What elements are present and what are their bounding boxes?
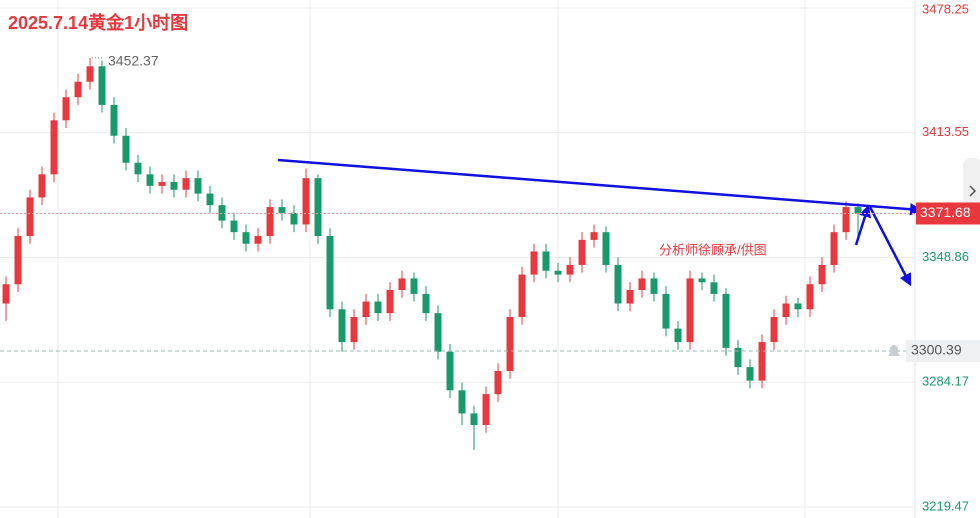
candle-body — [842, 207, 850, 233]
candle-body — [614, 264, 622, 304]
candle-body — [662, 293, 670, 329]
candle-body — [590, 232, 598, 240]
candle-body — [794, 303, 802, 310]
candles — [2, 57, 862, 451]
candle-body — [422, 293, 430, 314]
candle-body — [314, 178, 322, 237]
candle-body — [566, 264, 574, 275]
candle-body — [734, 347, 742, 368]
candle-body — [398, 278, 406, 291]
candle-body — [62, 97, 70, 121]
candle-body — [218, 205, 226, 221]
y-tick-label: 3219.47 — [922, 498, 969, 513]
candle-body — [350, 317, 358, 343]
candle-body — [530, 251, 538, 275]
candle-body — [326, 236, 334, 310]
candle-body — [158, 182, 166, 186]
candle-body — [554, 270, 562, 275]
candle-body — [338, 309, 346, 343]
y-tick-label: 3413.55 — [922, 124, 969, 139]
candle-body — [434, 313, 442, 352]
candle-body — [374, 301, 382, 314]
candle-body — [494, 370, 502, 395]
arrow-down — [868, 206, 912, 287]
candle-body — [146, 174, 154, 186]
high-label: 3452.37 — [108, 53, 159, 69]
candle-body — [830, 232, 838, 265]
candle-body — [86, 66, 94, 82]
candle-body — [482, 394, 490, 425]
candle-body — [182, 178, 190, 190]
candle-body — [806, 284, 814, 310]
bell-icon — [888, 344, 900, 356]
candle-body — [98, 66, 106, 105]
last-price-box — [916, 202, 980, 225]
candle-body — [698, 278, 706, 283]
alert-box — [906, 339, 980, 362]
candle-body — [578, 239, 586, 265]
candle-body — [122, 135, 130, 163]
candle-body — [290, 212, 298, 225]
candle-body — [650, 278, 658, 294]
candle-body — [518, 274, 526, 318]
y-tick-label: 3348.86 — [922, 249, 969, 264]
candle-body — [170, 182, 178, 190]
candle-body — [818, 264, 826, 285]
candle-body — [746, 367, 754, 381]
candle-body — [722, 293, 730, 348]
candle-body — [254, 236, 262, 244]
y-tick-label: 3284.17 — [922, 374, 969, 389]
candle-body — [278, 207, 286, 213]
candle-body — [38, 174, 46, 198]
price-axis: 3478.25 3413.55 3348.86 3284.17 3219.47 — [922, 1, 969, 513]
candle-body — [266, 207, 274, 237]
candle-body — [242, 232, 250, 244]
candle-body — [710, 282, 718, 294]
candle-body — [302, 178, 310, 225]
candle-body — [458, 390, 466, 414]
candle-body — [230, 220, 238, 233]
candle-body — [686, 278, 694, 343]
trend-line — [277, 158, 923, 216]
annotation: 分析师徐顾承/供图 — [659, 242, 767, 257]
vertical-grid — [57, 0, 806, 518]
y-tick-label: 3478.25 — [922, 1, 969, 16]
candle-body — [2, 284, 10, 304]
candle-body — [110, 104, 118, 136]
candle-body — [206, 193, 214, 206]
candle-body — [758, 342, 766, 381]
candle-body — [470, 413, 478, 425]
chart-title: 2025.7.14黄金1小时图 — [8, 12, 188, 33]
candle-body — [854, 207, 862, 214]
candle-body — [386, 290, 394, 314]
candle-body — [638, 278, 646, 291]
candle-body — [50, 120, 58, 175]
candle-body — [770, 317, 778, 343]
expand-icon — [969, 185, 977, 197]
candle-body — [194, 178, 202, 194]
candle-body — [674, 328, 682, 343]
candle-body — [26, 197, 34, 237]
candle-body — [14, 236, 22, 285]
candle-body — [362, 301, 370, 318]
candle-body — [542, 251, 550, 271]
candle-body — [446, 351, 454, 391]
candle-body — [74, 81, 82, 98]
candle-body — [602, 232, 610, 265]
last-price-label: 3371.68 — [920, 204, 971, 220]
alert-label: 3300.39 — [911, 342, 962, 358]
candle-body — [134, 162, 142, 175]
candle-body — [626, 290, 634, 304]
candle-body — [410, 278, 418, 294]
candle-body — [782, 303, 790, 318]
candle-body — [506, 317, 514, 371]
